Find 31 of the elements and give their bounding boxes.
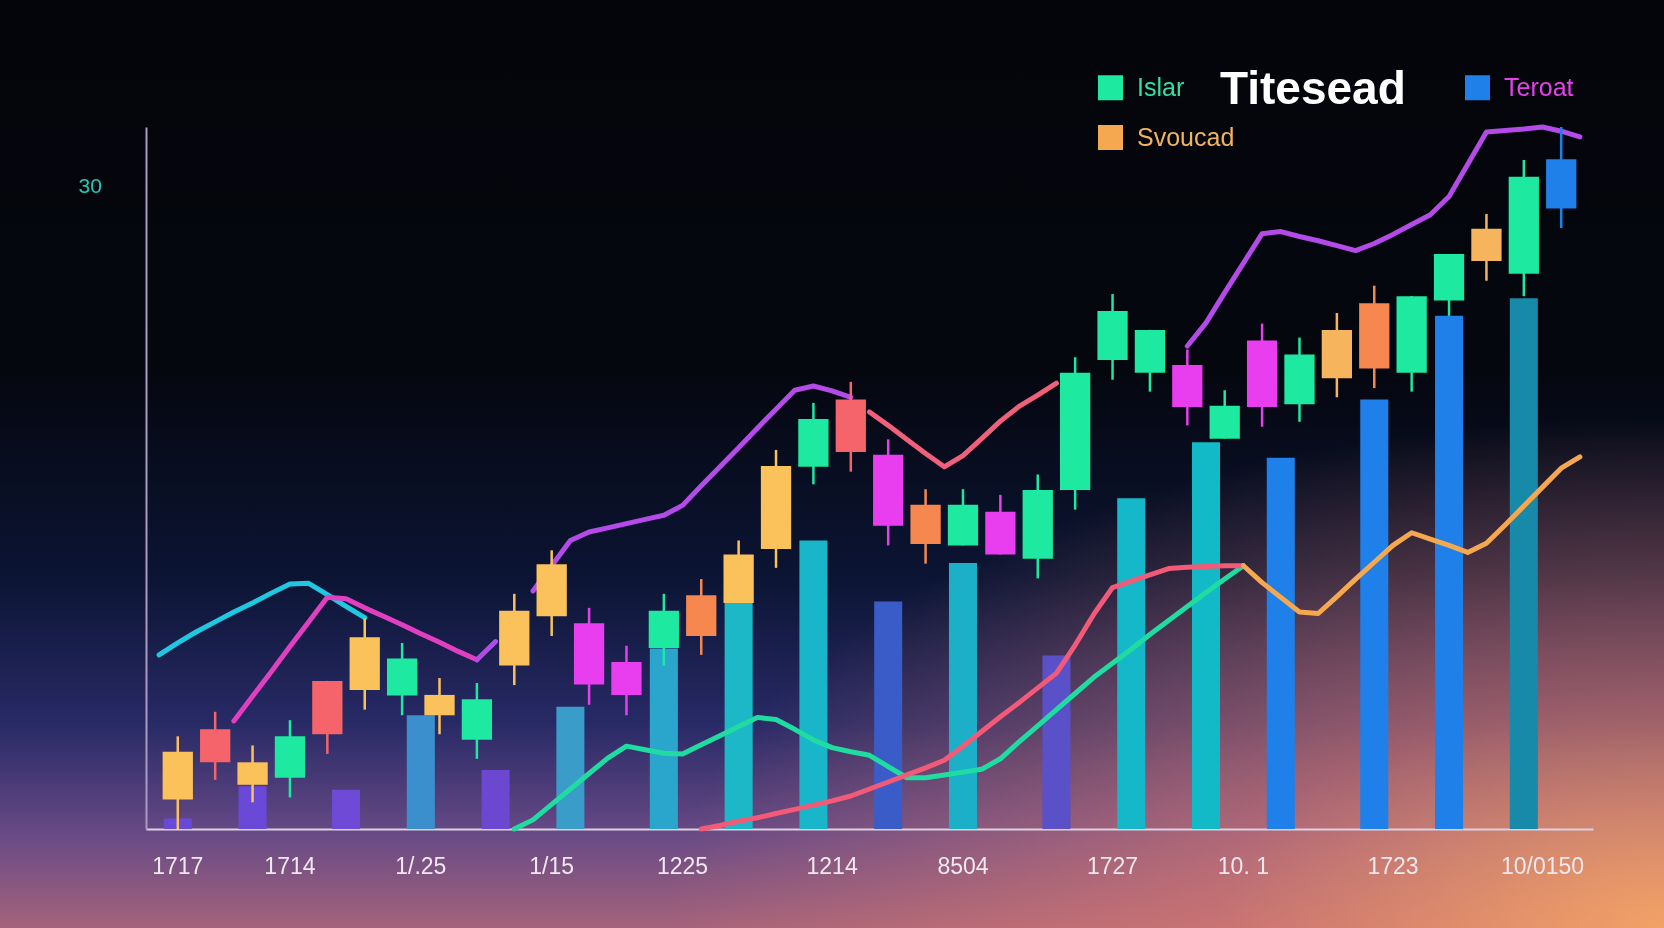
x-tick-label: 1717 <box>152 852 204 879</box>
bar <box>1266 457 1295 829</box>
bar <box>163 818 192 829</box>
x-tick-label: 10/0150 <box>1500 852 1585 879</box>
x-tick-label: 10. 1 <box>1217 852 1269 879</box>
bar <box>556 706 585 829</box>
x-tick-label: 1/.25 <box>395 852 447 879</box>
bar <box>948 562 977 829</box>
x-tick-label: 1723 <box>1367 852 1419 879</box>
bar <box>1360 399 1389 829</box>
bar <box>406 715 435 829</box>
bar <box>874 601 903 829</box>
bar <box>1191 442 1221 829</box>
x-tick-label: 1727 <box>1086 852 1139 879</box>
x-tick-label: 1225 <box>656 852 709 879</box>
x-tick-label: 1/15 <box>529 852 575 879</box>
bar <box>481 770 510 829</box>
y-axis-title: 30 <box>78 173 102 197</box>
x-tick-label: 1214 <box>806 852 858 879</box>
bar <box>799 540 828 829</box>
legend-label: Teroat <box>1504 72 1574 101</box>
legend-label: Islar <box>1137 72 1185 101</box>
bar <box>332 789 361 829</box>
legend-label: Svoucad <box>1137 122 1235 151</box>
bar <box>1509 298 1538 829</box>
chart-title: Titesead <box>1220 62 1406 114</box>
bar <box>1435 315 1464 829</box>
bar <box>1117 498 1146 829</box>
x-tick-label: 1714 <box>264 852 316 879</box>
bar <box>1042 655 1071 829</box>
x-tick-label: 8504 <box>937 852 989 879</box>
